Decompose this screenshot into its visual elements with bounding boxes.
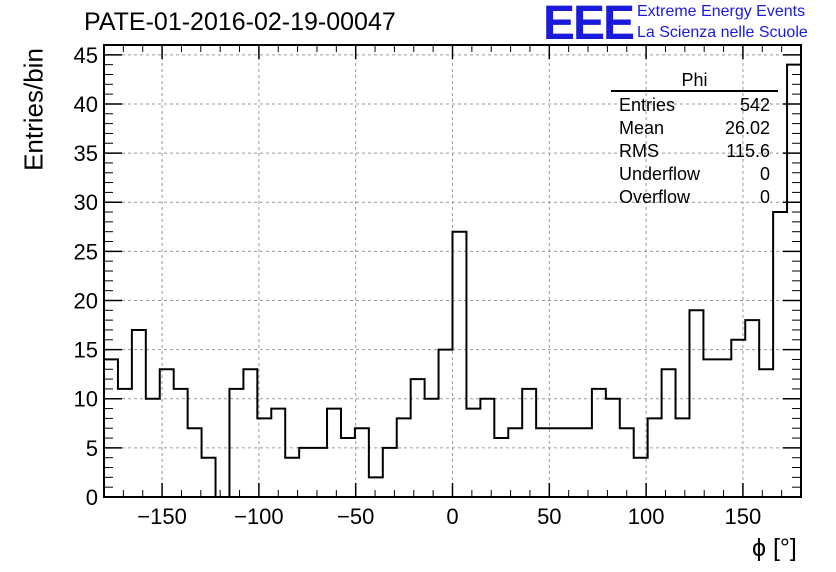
y-tick-label: 5 <box>86 436 98 461</box>
histogram-bin <box>341 438 355 497</box>
x-tick-label: 150 <box>725 504 762 529</box>
stats-row-underflow: Underflow 0 <box>611 163 778 186</box>
x-tick-label: −150 <box>137 504 187 529</box>
histogram-bin <box>745 320 759 497</box>
histogram-outline <box>103 63 802 498</box>
histogram-bin <box>146 399 160 497</box>
histogram-bin <box>118 389 132 497</box>
histogram-bin <box>285 458 299 497</box>
x-tick-label: 100 <box>628 504 665 529</box>
y-tick-label: 30 <box>74 190 98 215</box>
stats-row-overflow: Overflow 0 <box>611 186 778 209</box>
stats-title: Phi <box>681 70 708 90</box>
histogram-bin <box>494 438 508 497</box>
logo-line-2: La Scienza nelle Scuole <box>637 24 808 41</box>
histogram-bin <box>243 369 257 497</box>
histogram-bin <box>229 389 243 497</box>
histogram-bin <box>369 477 383 497</box>
y-axis-label: Entries/bin <box>18 48 49 171</box>
histogram-bin <box>508 428 522 497</box>
y-tick-label: 20 <box>74 288 98 313</box>
histogram-bin <box>132 330 146 497</box>
x-tick-label: −50 <box>337 504 374 529</box>
histogram-bin <box>355 428 369 497</box>
stats-row-rms: RMS 115.6 <box>611 140 778 163</box>
x-axis-label: ϕ [°] <box>752 534 797 562</box>
histogram-bin <box>299 448 313 497</box>
histogram-bin <box>397 418 411 497</box>
histogram-bin <box>383 448 397 497</box>
histogram-bin <box>578 428 592 497</box>
stats-box: Phi Entries 542 Mean 26.02 RMS 115.6 Underf… <box>611 70 778 209</box>
stats-label: Mean <box>619 118 665 138</box>
histogram-bin <box>676 418 690 497</box>
histogram-bin <box>466 409 480 497</box>
stats-row-mean: Mean 26.02 <box>611 117 778 140</box>
stats-value: 26.02 <box>724 118 770 138</box>
stats-label: Underflow <box>619 164 701 184</box>
histogram-bin <box>564 428 578 497</box>
histogram-bin <box>271 409 285 497</box>
histogram-bin <box>327 409 341 497</box>
stats-value: 542 <box>739 95 770 115</box>
y-tick-label: 0 <box>86 485 98 510</box>
histogram-bin <box>411 379 425 497</box>
histogram-bin <box>592 389 606 497</box>
histogram-bin <box>717 359 731 497</box>
histogram-bin <box>759 369 773 497</box>
histogram-bin <box>522 389 536 497</box>
stats-label: Overflow <box>619 187 691 207</box>
histogram-bin <box>202 458 216 497</box>
histogram-bin <box>662 369 676 497</box>
histogram-bin <box>313 448 327 497</box>
x-tick-label: −100 <box>234 504 284 529</box>
eee-logo: EEE <box>543 0 635 50</box>
logo-line-1: Extreme Energy Events <box>637 3 806 20</box>
histogram-bin <box>160 369 174 497</box>
stats-label: Entries <box>619 95 676 115</box>
histogram-bin <box>773 212 787 497</box>
histogram-bin <box>648 418 662 497</box>
histogram-bin <box>480 399 494 497</box>
chart-title: PATE-01-2016-02-19-00047 <box>84 8 396 36</box>
histogram-bin <box>439 350 453 497</box>
histogram-bin <box>689 310 703 497</box>
x-tick-label: 0 <box>446 504 458 529</box>
histogram-bin <box>453 232 467 497</box>
histogram-bin <box>606 399 620 497</box>
y-tick-label: 40 <box>74 92 98 117</box>
histogram-bin <box>536 428 550 497</box>
y-tick-label: 15 <box>74 338 98 363</box>
stats-value: 0 <box>759 187 770 207</box>
y-tick-label: 35 <box>74 141 98 166</box>
histogram-bin <box>703 359 717 497</box>
y-tick-label: 25 <box>74 239 98 264</box>
stats-value: 0 <box>759 164 770 184</box>
histogram-bin <box>620 428 634 497</box>
stats-row-entries: Entries 542 <box>611 94 778 117</box>
y-tick-label: 45 <box>74 43 98 68</box>
histogram-bin <box>731 340 745 497</box>
x-tick-label: 50 <box>537 504 561 529</box>
stats-value: 115.6 <box>726 141 770 161</box>
stats-label: RMS <box>619 141 659 161</box>
histogram-bin <box>425 399 439 497</box>
y-tick-label: 10 <box>74 387 98 412</box>
stats-divider <box>611 90 778 92</box>
histogram-bin <box>188 428 202 497</box>
histogram-bin <box>174 389 188 497</box>
histogram-bin <box>550 428 564 497</box>
